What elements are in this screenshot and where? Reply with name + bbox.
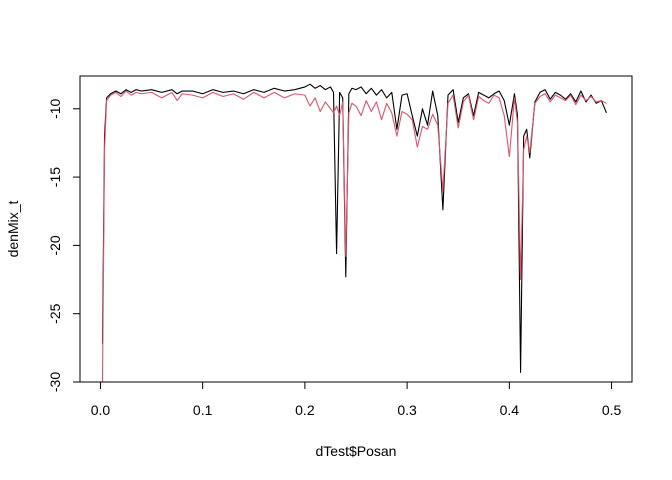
x-tick-label: 0.0 [91, 402, 111, 418]
y-tick-label: -20 [47, 235, 63, 255]
series-line-red [101, 90, 607, 383]
series-layer [101, 83, 607, 383]
plot-frame [79, 75, 633, 383]
x-axis: 0.0 0.1 0.2 0.3 0.4 0.5 [91, 381, 622, 418]
y-tick-label: -15 [47, 167, 63, 187]
x-tick-label: 0.5 [602, 402, 622, 418]
series-line-black [101, 83, 607, 373]
x-tick-label: 0.4 [500, 402, 520, 418]
y-ticks: -30 -25 -20 -15 -10 [47, 98, 80, 392]
y-axis: -30 -25 -20 -15 -10 [47, 98, 81, 392]
y-tick-label: -25 [47, 303, 63, 323]
x-tick-label: 0.2 [295, 402, 315, 418]
x-axis-title: dTest$Posan [316, 443, 397, 459]
y-tick-label: -10 [47, 98, 63, 118]
y-axis-title: denMix_t [5, 200, 21, 257]
x-ticks: 0.0 0.1 0.2 0.3 0.4 0.5 [91, 382, 622, 418]
y-tick-label: -30 [47, 372, 63, 392]
x-tick-label: 0.3 [397, 402, 417, 418]
x-tick-label: 0.1 [193, 402, 213, 418]
